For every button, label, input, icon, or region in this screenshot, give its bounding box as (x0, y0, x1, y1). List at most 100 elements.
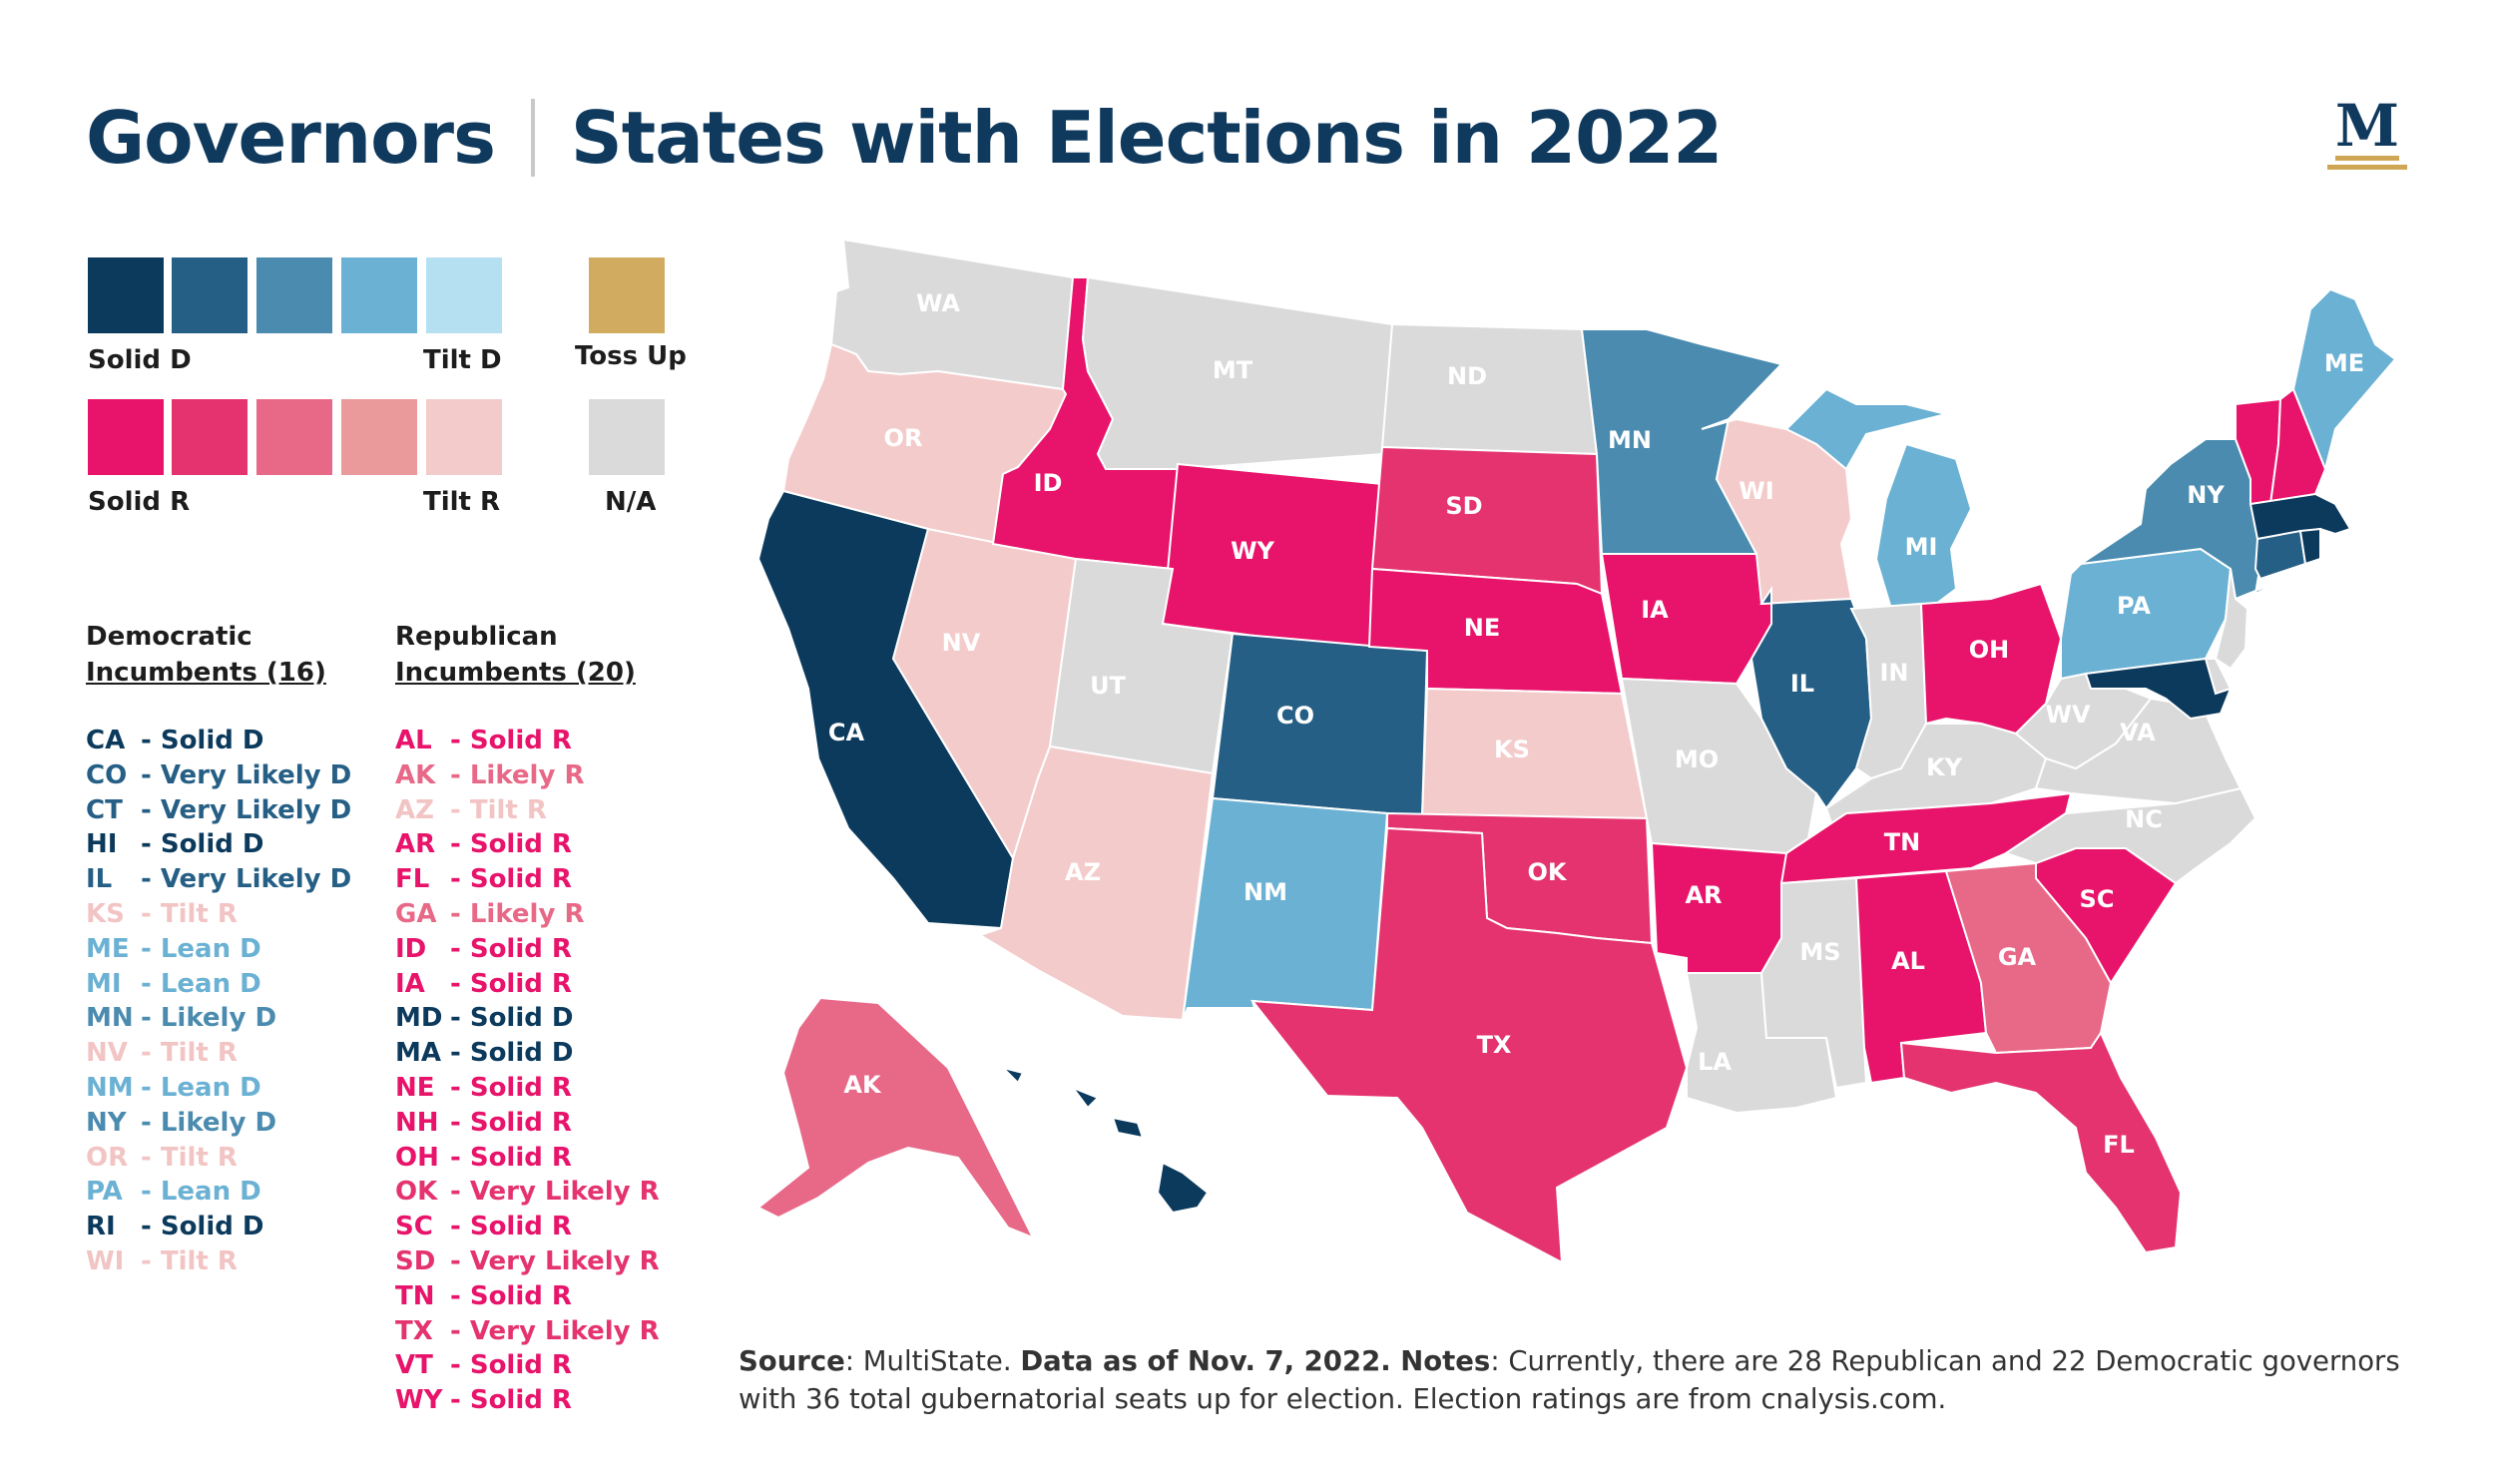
legend-swatch-likely-r (256, 399, 332, 475)
state-abbrev: OR (86, 1142, 129, 1173)
state-label-md: MD (2249, 695, 2293, 723)
state-abbrev: NH (395, 1107, 439, 1138)
state-nj (2214, 568, 2249, 671)
dem-incumbent-row-ri: RI - Solid D (86, 1210, 351, 1244)
legend-swatch-na (589, 399, 665, 475)
state-nd (1380, 322, 1599, 456)
rep-incumbent-row-ok: OK - Very Likely R (395, 1175, 660, 1210)
rep-incumbent-row-tn: TN - Solid R (395, 1279, 660, 1314)
state-label-de: DE (2254, 656, 2290, 684)
state-abbrev: OH (395, 1142, 439, 1173)
state-label-wi: WI (1739, 477, 1773, 505)
rating: - Tilt R (141, 1038, 238, 1069)
state-nm (1182, 796, 1389, 1021)
state-label-or: OR (884, 424, 923, 452)
rating: - Likely D (141, 1107, 277, 1138)
state-label-nh: NH (2337, 462, 2377, 490)
state-label-ak: AK (843, 1071, 882, 1099)
rating: - Solid R (450, 1350, 572, 1381)
rating: - Lean D (141, 1177, 261, 1208)
dem-incumbent-row-ny: NY - Likely D (86, 1106, 351, 1141)
state-label-nd: ND (1447, 362, 1487, 390)
state-label-tn: TN (1884, 828, 1920, 856)
rep-incumbent-row-ne: NE - Solid R (395, 1071, 660, 1106)
state-tx (1249, 826, 1689, 1264)
state-abbrev: IL (86, 864, 113, 895)
page-title: Governors States with Elections in 2022 (86, 88, 1723, 188)
state-abbrev: GA (395, 898, 437, 929)
state-label-ny: NY (2187, 481, 2225, 509)
rep-incumbent-row-ar: AR - Solid R (395, 827, 660, 862)
dem-incumbents-heading: Democratic Incumbents (16) (86, 619, 326, 691)
rep-incumbents-heading: Republican Incumbents (20) (395, 619, 636, 691)
state-label-ga: GA (1998, 943, 2037, 971)
legend-swatch-very-likely-r (172, 399, 248, 475)
state-label-ms: MS (1799, 938, 1840, 966)
dem-incumbent-row-hi: HI - Solid D (86, 827, 351, 862)
dem-incumbent-row-or: OR - Tilt R (86, 1141, 351, 1176)
dem-incumbent-row-co: CO - Very Likely D (86, 758, 351, 793)
legend-swatch-solid-d (88, 257, 164, 333)
legend-swatch-solid-r (88, 399, 164, 475)
state-label-ut: UT (1090, 672, 1126, 700)
state-nc (2003, 786, 2257, 885)
rating: - Solid R (450, 1142, 572, 1173)
rep-incumbent-row-ma: MA - Solid D (395, 1036, 660, 1071)
state-ks (1420, 687, 1649, 820)
state-label-ks: KS (1494, 736, 1530, 763)
rating: - Lean D (141, 968, 261, 999)
legend-swatch-likely-d (256, 257, 332, 333)
rep-incumbent-row-vt: VT - Solid R (395, 1348, 660, 1383)
rep-incumbent-row-oh: OH - Solid R (395, 1141, 660, 1176)
state-ak (756, 996, 1036, 1239)
state-label-ky: KY (1926, 753, 1963, 781)
source-label: Source (739, 1345, 845, 1377)
rep-incumbent-row-ga: GA - Likely R (395, 897, 660, 932)
state-abbrev: AZ (395, 794, 434, 825)
state-label-nm: NM (1244, 878, 1287, 906)
state-abbrev: VT (395, 1350, 433, 1381)
state-label-nj: NJ (2271, 596, 2300, 624)
rating: - Solid D (141, 1212, 264, 1242)
rep-incumbent-row-wy: WY - Solid R (395, 1383, 660, 1418)
state-abbrev: AK (395, 759, 436, 790)
state-abbrev: TX (395, 1315, 433, 1346)
rating: - Solid D (141, 726, 264, 755)
state-label-al: AL (1891, 947, 1925, 975)
state-abbrev: WY (395, 1385, 443, 1416)
legend-label-solid-d: Solid D (88, 345, 192, 375)
state-abbrev: NY (86, 1107, 127, 1138)
rep-incumbent-row-nh: NH - Solid R (395, 1106, 660, 1141)
state-abbrev: NV (86, 1038, 128, 1069)
state-label-il: IL (1790, 670, 1814, 698)
state-label-ok: OK (1528, 858, 1568, 886)
state-label-fl: FL (2103, 1131, 2135, 1159)
state-abbrev: FL (395, 864, 430, 895)
state-label-id: ID (1034, 469, 1063, 497)
rating: - Solid R (450, 1107, 572, 1138)
rating: - Solid D (450, 1003, 574, 1034)
dem-heading-line1: Democratic (86, 622, 252, 652)
state-ia (1600, 553, 1772, 686)
state-label-mo: MO (1675, 745, 1719, 773)
dem-incumbent-row-ks: KS - Tilt R (86, 897, 351, 932)
rep-incumbent-row-az: AZ - Tilt R (395, 793, 660, 828)
rating: - Very Likely D (141, 794, 352, 825)
state-abbrev: NE (395, 1072, 435, 1103)
legend-swatch-lean-d (341, 257, 417, 333)
state-label-ri: RI (2358, 532, 2385, 560)
state-ri (2298, 527, 2321, 566)
data-date-label: Data as of Nov. 7, 2022. Notes (1020, 1345, 1491, 1377)
legend-swatch-lean-r (341, 399, 417, 475)
state-label-nv: NV (942, 629, 981, 657)
rep-incumbent-row-sc: SC - Solid R (395, 1210, 660, 1244)
logo-letter: M (2335, 96, 2399, 160)
rating: - Very Likely R (450, 1315, 660, 1346)
dem-incumbents-list: CA - Solid D CO - Very Likely D CT - Very Lik… (86, 724, 351, 1279)
state-md (2084, 657, 2233, 721)
state-abbrev: IA (395, 968, 425, 999)
dem-incumbent-row-ct: CT - Very Likely D (86, 793, 351, 828)
state-abbrev: RI (86, 1212, 116, 1242)
rating: - Solid R (450, 1385, 572, 1416)
rating: - Tilt R (141, 1142, 238, 1173)
